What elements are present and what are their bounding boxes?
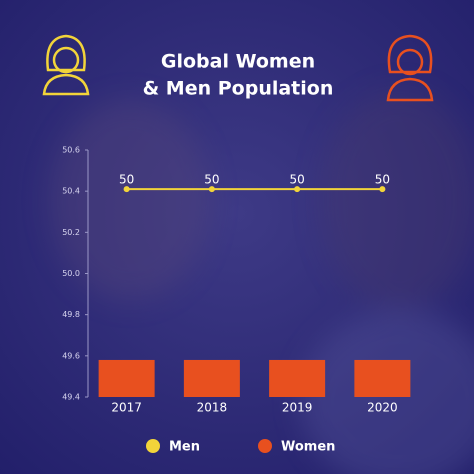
bar — [269, 359, 326, 397]
y-tick-label: 49.8 — [62, 310, 80, 319]
value-label: 50 — [289, 173, 304, 187]
x-tick-label: 2019 — [282, 401, 313, 415]
point — [294, 186, 301, 193]
x-tick-label: 2017 — [111, 401, 142, 415]
y-tick-label: 50.2 — [62, 228, 80, 237]
chart-title: Global Women — [161, 51, 315, 73]
woman-icon — [42, 34, 90, 96]
bar — [183, 359, 240, 397]
x-tick-label: 2020 — [367, 401, 398, 415]
legend-label: Women — [281, 440, 335, 455]
y-tick-label: 50.0 — [62, 269, 80, 278]
y-tick-label: 49.4 — [62, 393, 80, 402]
value-label: 50 — [119, 173, 134, 187]
point — [379, 186, 386, 193]
point — [208, 186, 215, 193]
y-tick-label: 49.6 — [62, 351, 80, 360]
value-label: 50 — [375, 173, 390, 187]
legend-label: Men — [169, 440, 200, 455]
woman-icon — [386, 34, 434, 102]
bar — [354, 359, 411, 397]
legend-swatch — [258, 439, 272, 453]
point — [123, 186, 130, 193]
y-tick-label: 50.6 — [62, 146, 80, 155]
chart-title: & Men Population — [143, 78, 334, 100]
legend-swatch — [146, 439, 160, 453]
x-tick-label: 2018 — [197, 401, 228, 415]
bar — [98, 359, 155, 397]
value-label: 50 — [204, 173, 219, 187]
y-tick-label: 50.4 — [62, 187, 80, 196]
